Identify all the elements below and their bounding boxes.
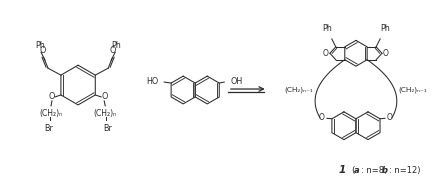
Text: a: a <box>354 166 360 175</box>
Text: O: O <box>110 46 116 55</box>
Text: 1: 1 <box>339 165 346 175</box>
Text: O: O <box>323 49 329 58</box>
Text: Ph: Ph <box>380 24 390 33</box>
Text: (CH₂)ₙ: (CH₂)ₙ <box>39 109 63 118</box>
Text: (CH₂)ₙ₋₁: (CH₂)ₙ₋₁ <box>398 86 427 92</box>
Text: O: O <box>383 49 389 58</box>
Text: Br: Br <box>103 124 112 133</box>
Text: Ph: Ph <box>35 41 45 50</box>
Text: HO: HO <box>146 77 158 86</box>
Text: Ph: Ph <box>322 24 332 33</box>
Text: Ph: Ph <box>111 41 121 50</box>
Text: (: ( <box>351 166 354 175</box>
Text: OH: OH <box>230 77 242 86</box>
Text: O: O <box>387 113 393 122</box>
Text: O: O <box>319 113 325 122</box>
Text: : n=8;: : n=8; <box>361 166 389 175</box>
Text: O: O <box>49 92 55 101</box>
Text: (CH₂)ₙ: (CH₂)ₙ <box>94 109 117 118</box>
Text: (CH₂)ₙ₋₁: (CH₂)ₙ₋₁ <box>285 86 313 92</box>
Text: : n=12): : n=12) <box>389 166 420 175</box>
Text: O: O <box>40 46 46 55</box>
Text: O: O <box>101 92 107 101</box>
Text: Br: Br <box>45 124 53 133</box>
Text: b: b <box>382 166 388 175</box>
